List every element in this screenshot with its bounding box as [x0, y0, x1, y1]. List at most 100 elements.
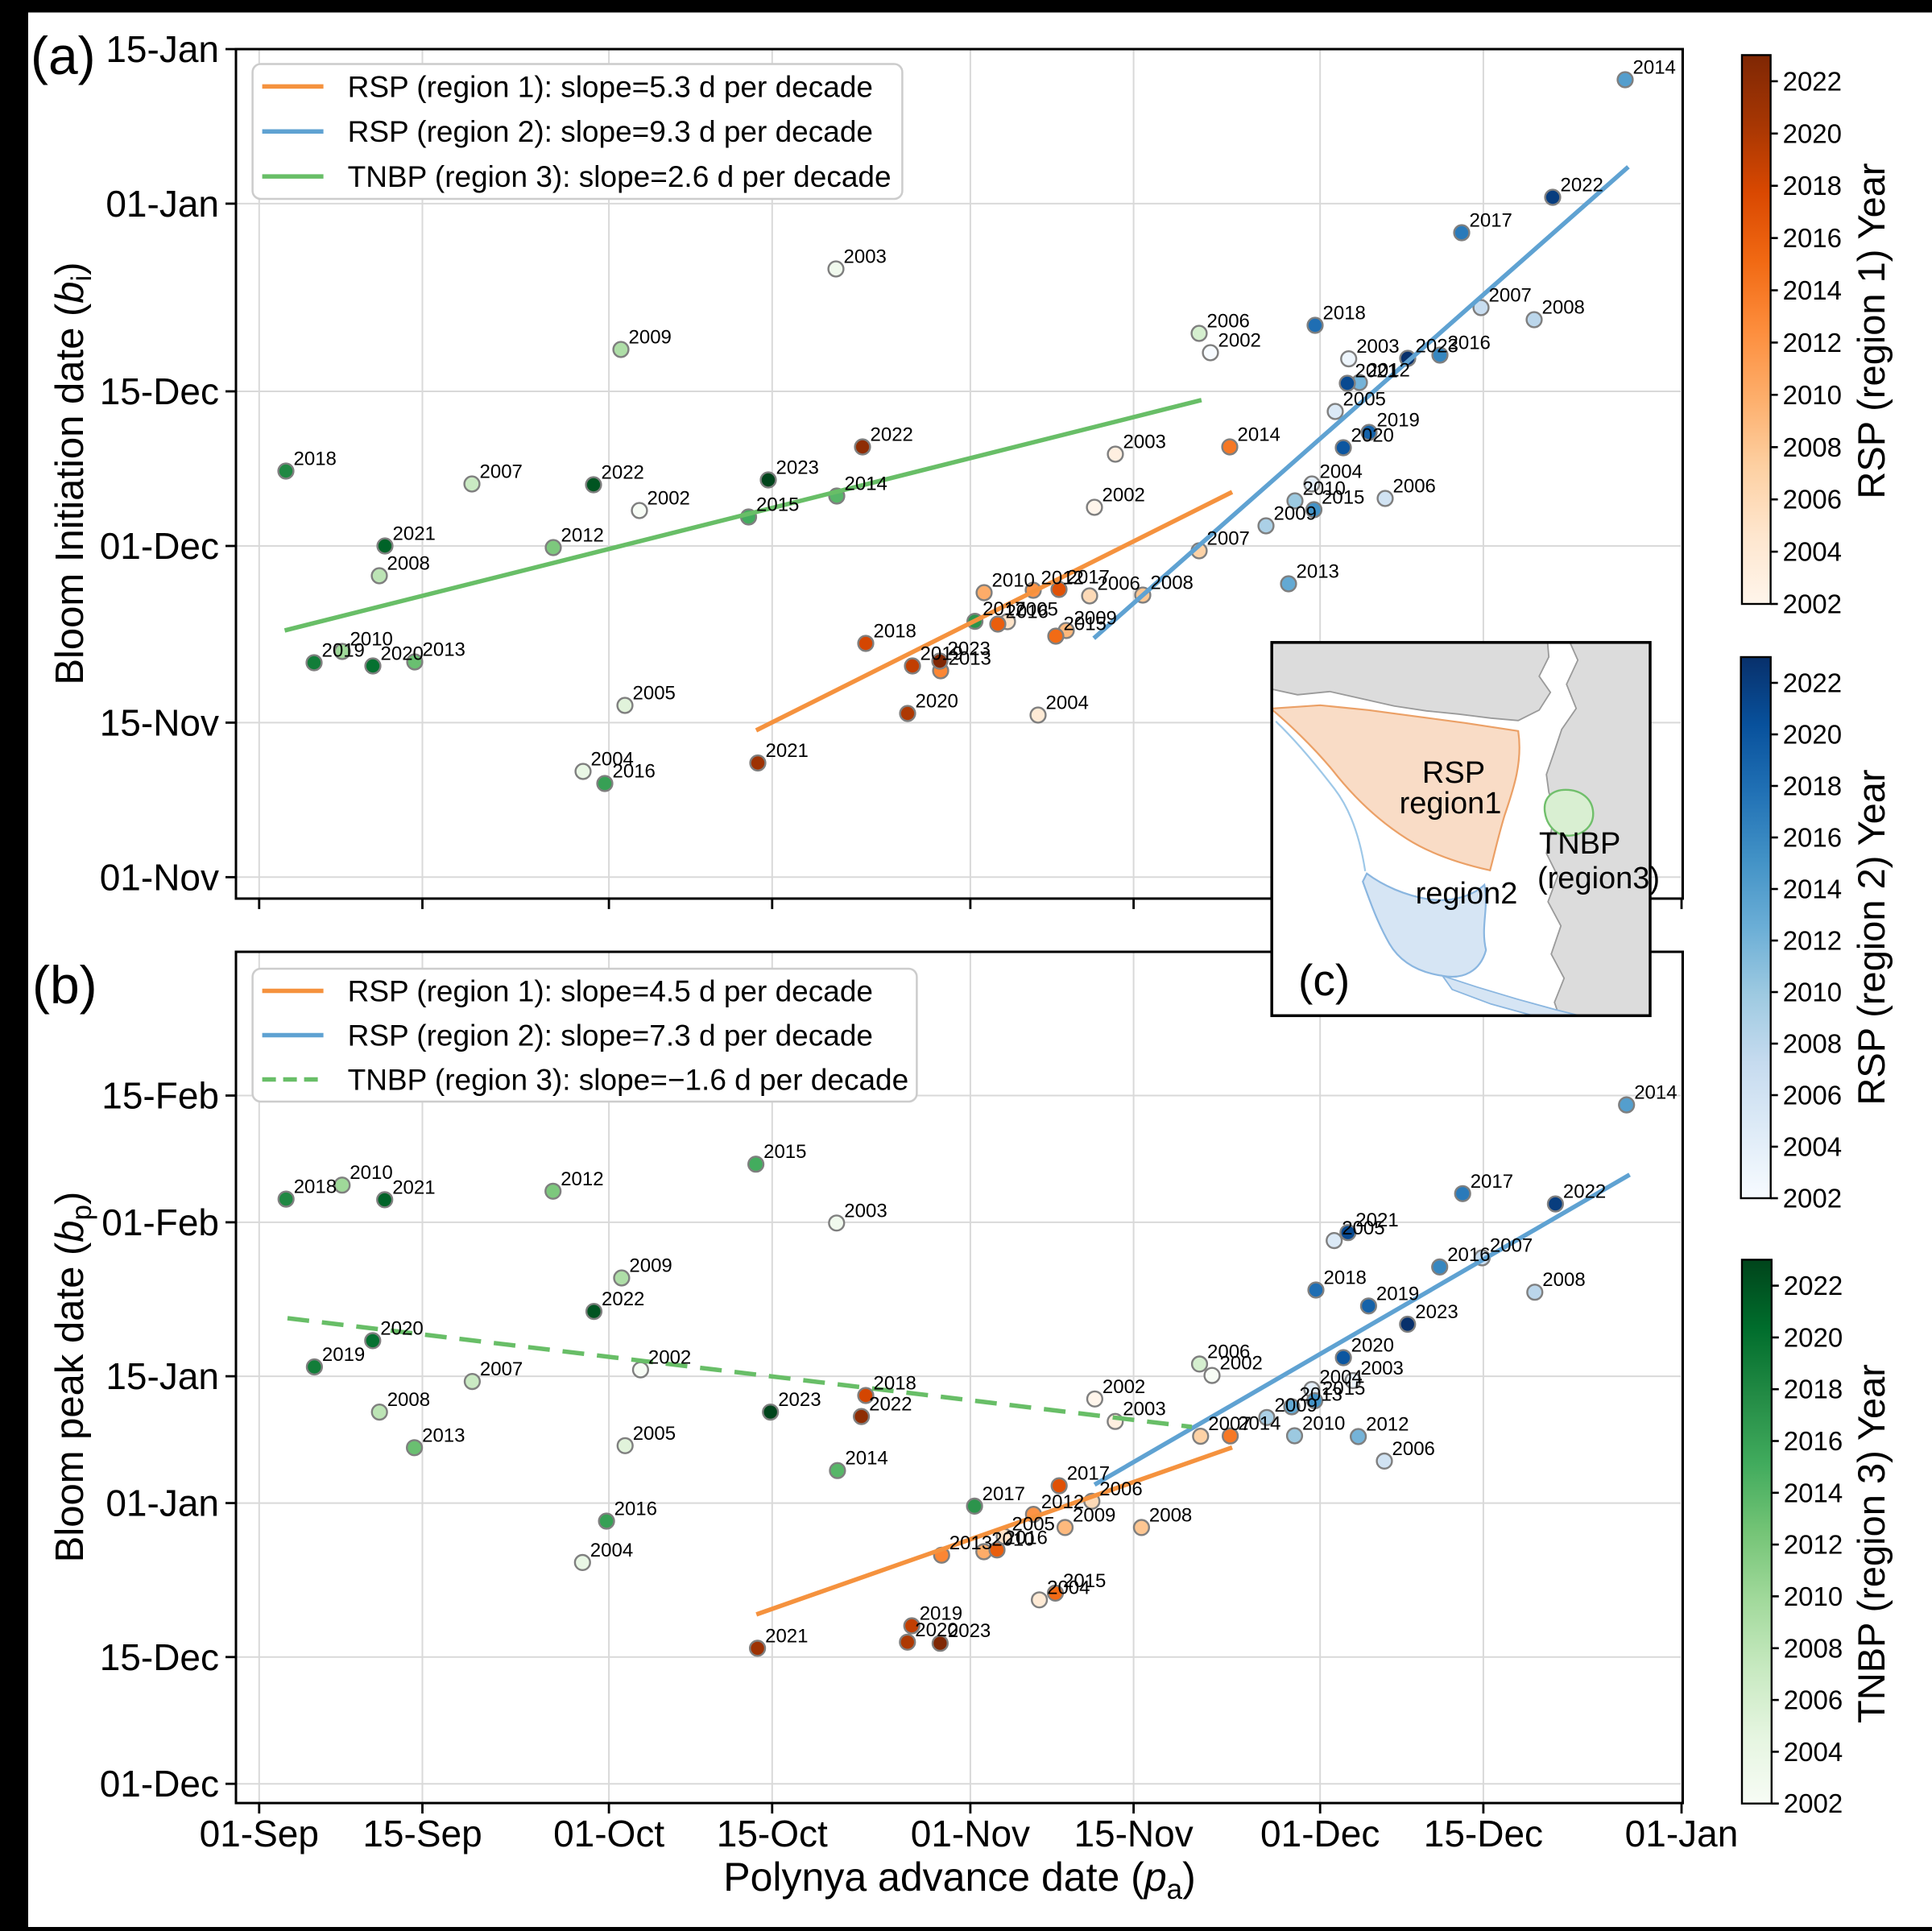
svg-text:2002: 2002	[1218, 330, 1261, 352]
svg-text:2020: 2020	[381, 643, 424, 665]
svg-text:2013: 2013	[949, 1532, 992, 1554]
svg-text:2023: 2023	[1416, 336, 1458, 358]
svg-text:2020: 2020	[380, 1317, 423, 1339]
svg-text:2016: 2016	[1005, 1527, 1048, 1549]
svg-text:2022: 2022	[869, 1394, 912, 1416]
svg-text:2004: 2004	[1320, 461, 1363, 483]
svg-text:2014: 2014	[1238, 1413, 1280, 1435]
svg-text:2002: 2002	[1783, 1184, 1842, 1214]
svg-text:2006: 2006	[1099, 1478, 1142, 1500]
svg-text:15-Jan: 15-Jan	[105, 1355, 219, 1397]
svg-text:2019: 2019	[920, 643, 963, 665]
svg-text:TNBP (region 3) Year: TNBP (region 3) Year	[1850, 1364, 1893, 1723]
svg-text:2006: 2006	[1783, 485, 1842, 515]
svg-text:2010: 2010	[350, 1162, 392, 1184]
svg-text:2010: 2010	[991, 1529, 1034, 1551]
svg-text:2009: 2009	[1073, 1504, 1115, 1526]
svg-text:2008: 2008	[1542, 1269, 1585, 1291]
svg-text:2016: 2016	[1006, 602, 1049, 623]
svg-text:2010: 2010	[1784, 1582, 1843, 1611]
svg-text:2014: 2014	[1634, 1082, 1677, 1104]
svg-text:2019: 2019	[322, 640, 365, 662]
svg-text:2017: 2017	[1067, 567, 1110, 589]
svg-text:2014: 2014	[1238, 424, 1280, 446]
svg-text:2019: 2019	[920, 1603, 962, 1625]
svg-text:2007: 2007	[1208, 1413, 1251, 1435]
svg-text:15-Dec: 15-Dec	[100, 370, 219, 412]
svg-text:01-Nov: 01-Nov	[100, 856, 219, 898]
svg-text:2020: 2020	[1783, 720, 1842, 750]
svg-text:2018: 2018	[1323, 303, 1366, 325]
svg-text:2003: 2003	[1123, 432, 1166, 453]
svg-text:2010: 2010	[350, 629, 393, 651]
svg-text:2013: 2013	[422, 1424, 465, 1446]
svg-text:2014: 2014	[1633, 57, 1676, 79]
svg-text:01-Jan: 01-Jan	[105, 1482, 219, 1524]
svg-text:Bloom peak date (bp): Bloom peak date (bp)	[48, 1192, 97, 1563]
svg-text:2022: 2022	[871, 424, 913, 446]
svg-text:2018: 2018	[1783, 171, 1842, 201]
svg-text:2014: 2014	[845, 473, 887, 495]
svg-text:2007: 2007	[480, 1358, 523, 1380]
svg-text:2007: 2007	[480, 461, 523, 483]
svg-text:2023: 2023	[948, 639, 991, 660]
svg-text:2020: 2020	[1351, 425, 1394, 447]
svg-text:2010: 2010	[1783, 380, 1842, 410]
svg-text:2012: 2012	[1041, 568, 1084, 589]
svg-text:2003: 2003	[844, 246, 887, 268]
svg-text:01-Dec: 01-Dec	[1260, 1813, 1380, 1855]
svg-text:01-Feb: 01-Feb	[101, 1201, 219, 1243]
svg-text:2019: 2019	[1377, 410, 1420, 432]
svg-text:2002: 2002	[1220, 1353, 1263, 1375]
svg-text:2003: 2003	[844, 1200, 887, 1222]
svg-text:2018: 2018	[1324, 1267, 1367, 1289]
svg-text:TNBP (region 3): slope=2.6 d p: TNBP (region 3): slope=2.6 d per decade	[348, 160, 892, 193]
svg-text:2012: 2012	[561, 1168, 603, 1190]
svg-text:2008: 2008	[1542, 297, 1585, 319]
svg-text:2016: 2016	[1783, 223, 1842, 253]
svg-text:2002: 2002	[647, 488, 690, 510]
svg-text:2014: 2014	[845, 1448, 887, 1470]
svg-text:(c): (c)	[1298, 955, 1350, 1005]
svg-text:2015: 2015	[763, 1141, 806, 1163]
svg-text:2002: 2002	[1103, 485, 1145, 507]
svg-text:2009: 2009	[1074, 608, 1117, 630]
svg-text:2012: 2012	[1041, 1491, 1084, 1513]
svg-text:01-Dec: 01-Dec	[100, 525, 219, 567]
svg-text:2002: 2002	[648, 1347, 691, 1369]
svg-text:2006: 2006	[1784, 1685, 1843, 1715]
svg-text:2023: 2023	[948, 1620, 991, 1642]
svg-text:15-Nov: 15-Nov	[100, 701, 219, 743]
svg-text:2006: 2006	[1393, 476, 1436, 498]
svg-text:RSP (region 2) Year: RSP (region 2) Year	[1850, 769, 1893, 1105]
svg-text:2012: 2012	[1784, 1530, 1843, 1560]
svg-text:2014: 2014	[1783, 875, 1842, 904]
svg-text:15-Feb: 15-Feb	[101, 1075, 219, 1117]
svg-text:2010: 2010	[1302, 1413, 1345, 1435]
svg-text:15-Jan: 15-Jan	[105, 28, 219, 70]
svg-text:2021: 2021	[392, 1176, 435, 1198]
svg-text:TNBP: TNBP	[1539, 827, 1620, 861]
svg-text:2016: 2016	[1448, 333, 1491, 354]
svg-text:(b): (b)	[32, 955, 97, 1015]
svg-text:2005: 2005	[1016, 599, 1058, 621]
svg-text:2006: 2006	[1392, 1438, 1435, 1460]
svg-text:2008: 2008	[1149, 1504, 1192, 1526]
svg-text:2008: 2008	[1151, 573, 1194, 594]
svg-text:2003: 2003	[1356, 336, 1399, 358]
svg-text:2022: 2022	[1783, 668, 1842, 698]
svg-text:2021: 2021	[393, 523, 436, 545]
svg-text:2020: 2020	[915, 1619, 958, 1641]
svg-text:2008: 2008	[387, 553, 430, 575]
svg-text:2016: 2016	[1447, 1244, 1490, 1266]
svg-text:2020: 2020	[916, 691, 958, 713]
svg-text:2020: 2020	[1784, 1322, 1843, 1352]
svg-text:2006: 2006	[1207, 311, 1250, 333]
svg-text:RSP (region 1) Year: RSP (region 1) Year	[1850, 163, 1893, 498]
svg-text:2004: 2004	[1784, 1737, 1843, 1767]
svg-text:2004: 2004	[1783, 1132, 1842, 1162]
svg-text:2012: 2012	[561, 525, 604, 547]
svg-text:2016: 2016	[614, 1499, 657, 1520]
svg-text:2005: 2005	[1343, 389, 1386, 411]
svg-text:2018: 2018	[294, 1176, 337, 1198]
